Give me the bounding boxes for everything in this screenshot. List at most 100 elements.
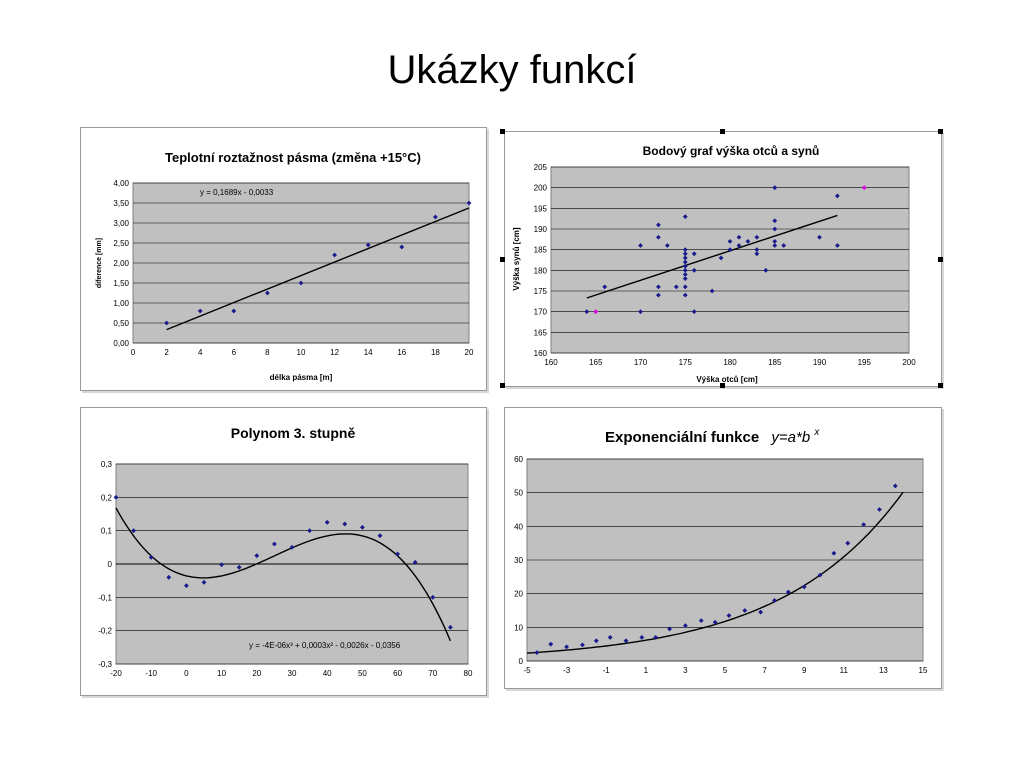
data-point (772, 226, 778, 232)
x-tick-label: 18 (431, 348, 440, 357)
data-point (712, 619, 718, 625)
data-point (781, 243, 787, 248)
x-tick-label: 6 (232, 348, 237, 357)
data-point (395, 551, 400, 557)
data-point (653, 635, 659, 640)
data-point (683, 623, 688, 629)
y-tick-label: 170 (534, 308, 548, 317)
y-axis-label: Výška synů [cm] (512, 227, 521, 290)
y-tick-label: -0,2 (98, 627, 112, 636)
x-tick-label: 80 (464, 669, 473, 678)
trendline (166, 207, 470, 331)
y-tick-label: 2,00 (113, 259, 129, 268)
data-point (548, 641, 554, 647)
data-point (365, 242, 371, 248)
x-tick-label: 70 (428, 669, 437, 678)
data-point (433, 214, 438, 220)
x-tick-label: -3 (563, 666, 571, 675)
data-point (399, 244, 405, 250)
x-tick-label: 60 (393, 669, 402, 678)
data-point (148, 554, 154, 560)
y-tick-label: 160 (534, 349, 548, 358)
data-point (682, 251, 688, 257)
x-tick-label: 200 (902, 358, 916, 367)
y-tick-label: 0,50 (113, 319, 129, 328)
y-tick-label: 0 (108, 560, 113, 569)
data-point (534, 650, 540, 655)
data-point (673, 284, 679, 290)
data-point (691, 251, 697, 257)
selection-handle[interactable] (938, 257, 943, 262)
chart-cubic-polynomial: Polynom 3. stupně y = -4E-06x³ + 0,0003x… (98, 425, 473, 678)
x-tick-label: 5 (723, 666, 728, 675)
data-point (726, 613, 732, 618)
data-point (682, 292, 688, 298)
data-point (580, 642, 585, 648)
x-tick-label: 0 (184, 669, 189, 678)
y-tick-label: 0,3 (101, 460, 113, 469)
data-point (758, 609, 764, 615)
data-point (564, 644, 569, 650)
data-point (219, 562, 224, 568)
data-point (835, 243, 840, 248)
data-point (682, 272, 688, 277)
highlight-data-point (593, 309, 599, 315)
data-point (892, 483, 898, 489)
y-tick-label: 165 (534, 328, 548, 337)
data-point (377, 533, 383, 539)
trendline-equation: y = -4E-06x³ + 0,0003x² - 0,0026x - 0,03… (249, 641, 401, 650)
data-point (307, 528, 312, 534)
data-point (817, 234, 822, 240)
chart-father-son-height: Bodový graf výška otců a synů Výška otců… (512, 144, 916, 384)
data-point (682, 263, 688, 269)
chart-title-formula-exponent: x (813, 427, 820, 438)
selection-handle[interactable] (938, 129, 943, 134)
chart-exponential: Exponenciální funkce y=a*b x 0 10 20 30 40 50… (514, 427, 928, 675)
x-tick-label: 10 (217, 669, 226, 678)
data-point (785, 589, 791, 595)
selection-handle[interactable] (500, 129, 505, 134)
data-point (113, 494, 119, 500)
data-point (682, 259, 688, 265)
x-tick-label: 190 (813, 358, 827, 367)
x-tick-label: 165 (589, 358, 603, 367)
data-point (861, 522, 866, 528)
data-point (801, 584, 807, 590)
data-point (742, 608, 748, 613)
selection-handle[interactable] (938, 383, 943, 388)
y-tick-label: 1,50 (113, 279, 129, 288)
chart-title-group: Exponenciální funkce y=a*b x (605, 427, 820, 446)
data-point (754, 234, 760, 240)
selection-handle[interactable] (720, 383, 725, 388)
data-point (817, 572, 823, 578)
x-tick-label: 195 (858, 358, 872, 367)
y-tick-label: 0 (519, 657, 524, 666)
x-tick-label: -1 (603, 666, 611, 675)
data-point (656, 222, 661, 228)
data-point (682, 276, 688, 281)
x-tick-label: -10 (145, 669, 157, 678)
trendline (586, 214, 838, 299)
data-point (772, 185, 778, 191)
x-tick-label: 7 (762, 666, 767, 675)
data-point (831, 550, 837, 556)
x-tick-label: -5 (523, 666, 531, 675)
selection-handle[interactable] (500, 383, 505, 388)
y-tick-label: 185 (534, 246, 548, 255)
x-tick-label: 20 (252, 669, 261, 678)
selection-handle[interactable] (500, 257, 505, 262)
x-tick-label: 2 (164, 348, 169, 357)
y-tick-label: 0,00 (113, 339, 129, 348)
x-tick-label: 40 (323, 669, 332, 678)
selection-handle[interactable] (720, 129, 725, 134)
x-tick-label: 175 (679, 358, 693, 367)
data-point (265, 290, 270, 296)
data-point (342, 521, 348, 527)
x-tick-label: 9 (802, 666, 807, 675)
data-point (667, 626, 672, 632)
y-tick-label: 175 (534, 287, 548, 296)
data-point (602, 284, 608, 290)
y-tick-label: 20 (514, 590, 523, 599)
data-point (166, 574, 172, 580)
y-tick-label: 195 (534, 204, 548, 213)
